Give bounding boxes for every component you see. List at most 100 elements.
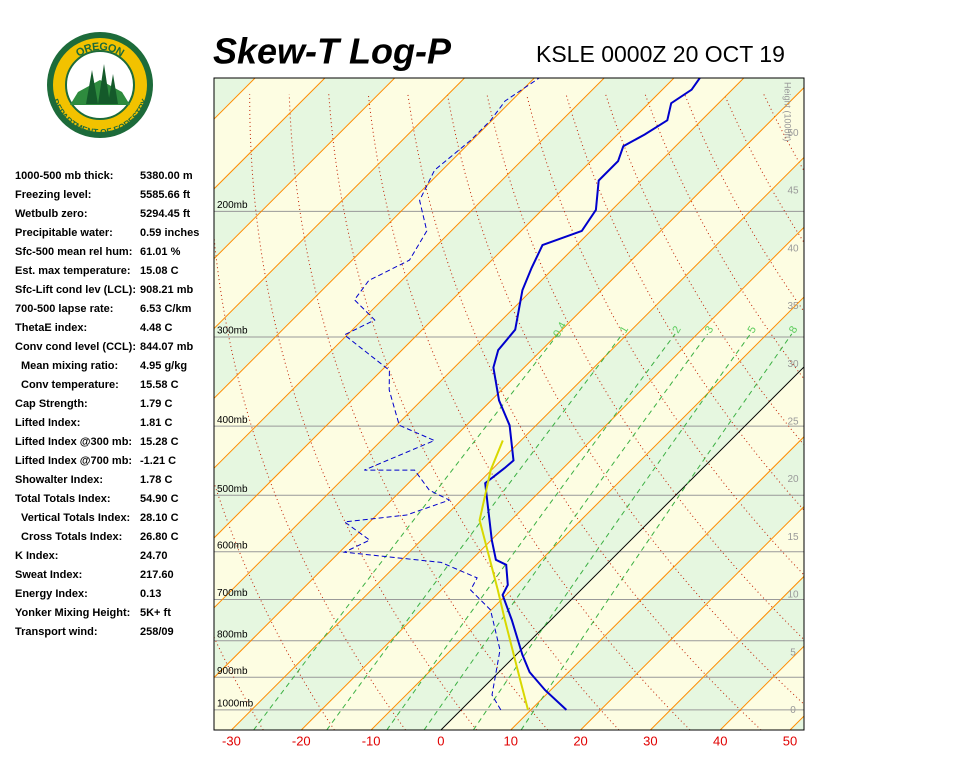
index-label: Lifted Index @700 mb:: [15, 455, 132, 467]
logo-tree: [86, 70, 98, 104]
isotherm: [214, 78, 396, 260]
isotherm: [214, 78, 675, 539]
x-tick-label: 50: [783, 733, 797, 748]
index-value: 4.95 g/kg: [140, 360, 187, 372]
dry-adiabat: [605, 94, 804, 446]
logo-tree: [108, 74, 118, 104]
index-value: 5K+ ft: [140, 607, 171, 619]
y-tick-label: 500mb: [217, 484, 248, 495]
profile-line: [478, 440, 529, 711]
x-tick-label: -20: [292, 733, 311, 748]
logo-tree: [98, 64, 110, 104]
isotherm: [214, 78, 465, 330]
mixing-ratio-line: [386, 333, 676, 730]
y-tick-label: 200mb: [217, 200, 248, 211]
mixing-ratio-label: 3: [703, 324, 716, 335]
y2-tick-label: 15: [787, 532, 799, 543]
isotherm: [510, 436, 804, 730]
isotherm: [214, 78, 535, 400]
index-value: 1.79 C: [140, 398, 172, 410]
index-label: Showalter Index:: [15, 474, 103, 486]
mixing-ratio-label: 8: [787, 324, 800, 335]
index-value: 217.60: [140, 569, 174, 581]
logo: OREGON DEPARTMENT OF FORESTRY: [47, 32, 153, 138]
indices: 1000-500 mb thick: 5380.00 m Freezing leve…: [15, 170, 199, 638]
y2-tick-label: 0: [790, 705, 796, 716]
index-label: Conv temperature:: [21, 379, 119, 391]
isotherm: [789, 715, 804, 730]
index-label: Freezing level:: [15, 189, 91, 201]
index-label: Precipitable water:: [15, 227, 113, 239]
dry-adiabat: [922, 94, 960, 730]
x-tick-label: 40: [713, 733, 727, 748]
index-label: Vertical Totals Index:: [21, 512, 130, 524]
mixing-ratio-line: [520, 333, 793, 730]
index-label: Conv cond level (CCL):: [15, 341, 136, 353]
index-label: Est. max temperature:: [15, 265, 131, 277]
y2-tick-label: 40: [787, 243, 799, 254]
profile-line: [484, 78, 701, 711]
band: [214, 78, 804, 678]
index-value: 24.70: [140, 550, 168, 562]
index-value: 908.21 mb: [140, 284, 193, 296]
index-value: 61.01 %: [140, 246, 181, 258]
index-label: Yonker Mixing Height:: [15, 607, 130, 619]
mixing-ratio-label: 2: [670, 324, 683, 335]
band: [790, 716, 804, 730]
mixing-ratio-label: 5: [746, 324, 759, 335]
y2-tick-label: 10: [787, 590, 799, 601]
dry-adiabat: [249, 94, 478, 730]
logo-text: OREGON: [74, 41, 126, 60]
y2-tick-label: 30: [787, 359, 799, 370]
isotherm: [214, 86, 804, 679]
chart-title: Skew-T Log-P: [213, 31, 452, 72]
index-label: K Index:: [15, 550, 58, 562]
y-tick-label: 700mb: [217, 588, 248, 599]
dry-adiabat: [843, 94, 960, 730]
index-value: 15.08 C: [140, 265, 179, 277]
index-value: 258/09: [140, 626, 174, 638]
isotherm: [440, 366, 804, 730]
profile-line: [342, 78, 540, 711]
y2-tick-label: 50: [787, 128, 799, 139]
y2-tick-label: 20: [787, 474, 799, 485]
isotherm: [650, 575, 804, 730]
index-value: 0.59 inches: [140, 227, 199, 239]
mixing-ratio-line: [326, 333, 623, 730]
index-label: Wetbulb zero:: [15, 208, 88, 220]
y-tick-label: 1000mb: [217, 699, 254, 710]
x-tick-label: 0: [437, 733, 444, 748]
index-value: 4.48 C: [140, 322, 172, 334]
y-tick-label: 300mb: [217, 326, 248, 337]
index-label: Lifted Index @300 mb:: [15, 436, 132, 448]
x-tick-label: -30: [222, 733, 241, 748]
isotherm: [860, 78, 960, 730]
y-tick-label: 400mb: [217, 415, 248, 426]
isotherm: [214, 78, 605, 469]
index-value: 15.28 C: [140, 436, 179, 448]
mixing-ratio-line: [423, 333, 709, 730]
logo-top: OREGON: [74, 41, 126, 60]
isotherm: [580, 505, 804, 730]
index-value: 5585.66 ft: [140, 189, 190, 201]
y-tick-label: 900mb: [217, 666, 248, 677]
x-tick-label: -10: [362, 733, 381, 748]
index-value: 0.13: [140, 588, 161, 600]
index-label: Total Totals Index:: [15, 493, 111, 505]
y2-tick-label: 25: [787, 417, 799, 428]
isotherm: [214, 78, 745, 609]
isotherm: [300, 226, 804, 730]
dry-adiabat: [644, 94, 804, 380]
index-label: Cross Totals Index:: [21, 531, 122, 543]
plot-frame: [213, 77, 805, 731]
dry-adiabat: [328, 94, 620, 730]
y2-tick-label: 35: [787, 301, 799, 312]
index-value: 15.58 C: [140, 379, 179, 391]
isotherm: [231, 156, 804, 730]
y2-tick-label: 45: [787, 186, 799, 197]
x-tick-label: 10: [504, 733, 518, 748]
index-label: Energy Index:: [15, 588, 88, 600]
y-tick-label: 800mb: [217, 629, 248, 640]
index-value: 6.53 C/km: [140, 303, 192, 315]
index-label: 700-500 lapse rate:: [15, 303, 113, 315]
